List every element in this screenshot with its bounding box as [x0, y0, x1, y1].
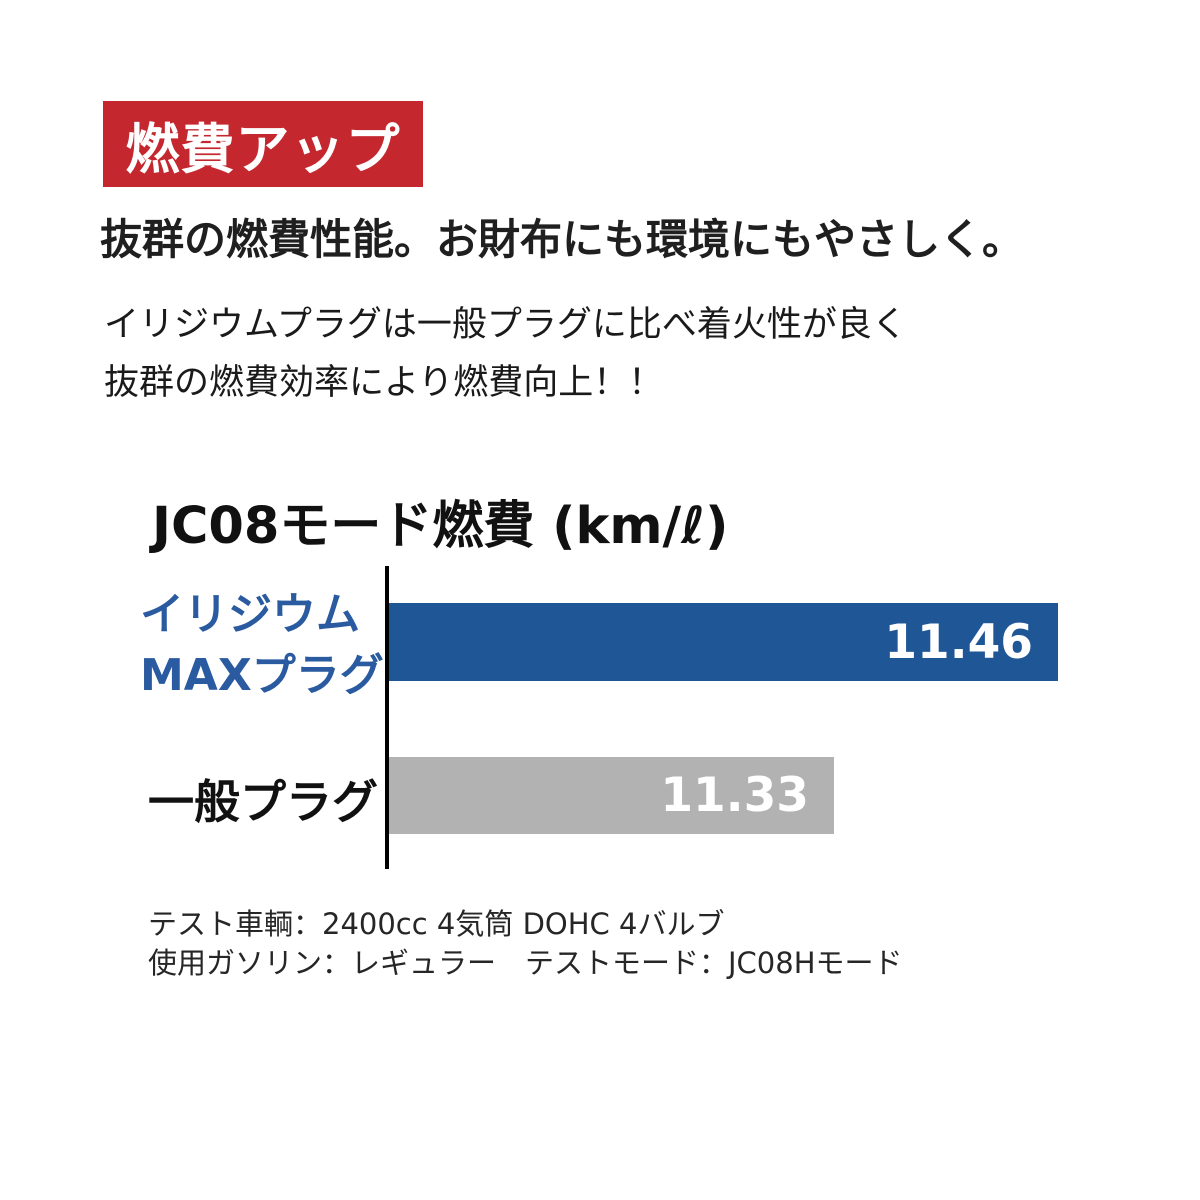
category-label-standard: 一般プラグ	[148, 766, 378, 832]
fuel-up-badge: 燃費アップ	[103, 101, 423, 187]
bar-value-standard: 11.33	[660, 768, 809, 823]
axis-baseline	[385, 566, 389, 869]
bar-value-iridium-max: 11.46	[884, 614, 1033, 670]
chart-title: JC08モード燃費 (km/ℓ)	[152, 497, 729, 556]
category-label-line: 一般プラグ	[148, 775, 378, 829]
fuel-up-badge-label: 燃費アップ	[125, 117, 401, 181]
category-label-iridium-max: イリジウム MAXプラグ	[140, 584, 384, 706]
footnote-fuel-and-mode: 使用ガソリン：レギュラー テストモード：JC08Hモード	[148, 946, 903, 980]
bar-iridium-max: 11.46	[389, 603, 1058, 681]
bar-standard: 11.33	[389, 757, 834, 834]
description-line-1: イリジウムプラグは一般プラグに比べ着火性が良く	[104, 305, 907, 345]
category-label-line: イリジウム	[140, 589, 360, 640]
footnote-test-vehicle: テスト車輌：2400cc 4気筒 DOHC 4バルブ	[148, 907, 725, 941]
category-label-line: MAXプラグ	[140, 650, 384, 701]
description-line-2: 抜群の燃費効率により燃費向上！！	[104, 363, 664, 403]
headline: 抜群の燃費性能。お財布にも環境にもやさしく。	[100, 215, 1025, 264]
